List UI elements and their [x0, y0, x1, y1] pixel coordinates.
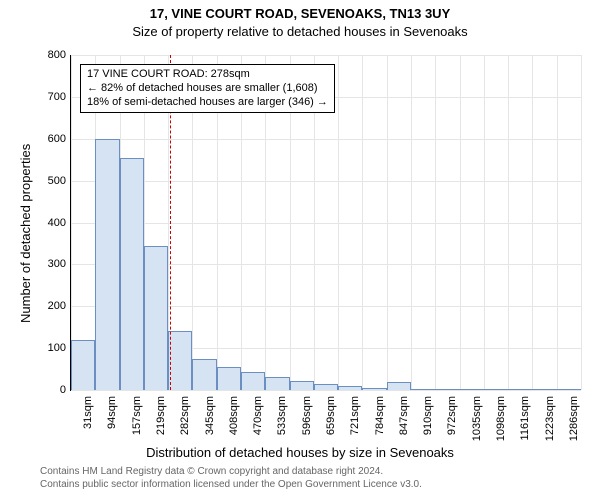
annotation-line-3: 18% of semi-detached houses are larger (… — [87, 96, 328, 110]
gridline-v — [387, 55, 388, 390]
histogram-bar — [338, 386, 362, 390]
footer-line-1: Contains HM Land Registry data © Crown c… — [40, 466, 600, 479]
y-tick-label: 800 — [48, 49, 66, 61]
annotation-line-1: 17 VINE COURT ROAD: 278sqm — [87, 68, 328, 82]
x-tick-label: 533sqm — [276, 396, 288, 446]
x-tick-label: 94sqm — [106, 396, 118, 446]
chart-title-line2: Size of property relative to detached ho… — [0, 24, 600, 39]
gridline-v — [338, 55, 339, 390]
annotation-box: 17 VINE COURT ROAD: 278sqm ← 82% of deta… — [80, 64, 335, 113]
gridline-h — [71, 223, 581, 224]
x-tick-label: 659sqm — [325, 396, 337, 446]
x-tick-label: 1223sqm — [544, 396, 556, 446]
x-tick-label: 1161sqm — [519, 396, 531, 446]
x-tick-label: 847sqm — [398, 396, 410, 446]
x-tick-label: 972sqm — [446, 396, 458, 446]
gridline-v — [581, 55, 582, 390]
x-tick-label: 470sqm — [252, 396, 264, 446]
histogram-bar — [508, 389, 532, 390]
y-tick-label: 300 — [48, 258, 66, 270]
x-tick-label: 784sqm — [374, 396, 386, 446]
histogram-bar — [120, 158, 144, 390]
gridline-v — [435, 55, 436, 390]
histogram-bar — [387, 382, 411, 390]
histogram-bar — [192, 359, 216, 390]
gridline-v — [532, 55, 533, 390]
x-tick-label: 1286sqm — [568, 396, 580, 446]
histogram-bar — [95, 139, 119, 390]
y-tick-label: 100 — [48, 342, 66, 354]
y-tick-label: 500 — [48, 175, 66, 187]
x-tick-label: 282sqm — [179, 396, 191, 446]
y-tick-label: 400 — [48, 217, 66, 229]
x-tick-label: 721sqm — [349, 396, 361, 446]
y-tick-label: 600 — [48, 133, 66, 145]
gridline-h — [71, 181, 581, 182]
gridline-v — [484, 55, 485, 390]
histogram-bar — [241, 372, 265, 390]
histogram-bar — [411, 389, 435, 390]
y-axis-label: Number of detached properties — [18, 143, 33, 322]
histogram-bar — [557, 389, 581, 390]
x-tick-label: 910sqm — [422, 396, 434, 446]
x-tick-label: 1098sqm — [495, 396, 507, 446]
gridline-v — [411, 55, 412, 390]
histogram-bar — [460, 389, 484, 390]
x-tick-label: 345sqm — [204, 396, 216, 446]
x-tick-label: 219sqm — [155, 396, 167, 446]
chart-title-line1: 17, VINE COURT ROAD, SEVENOAKS, TN13 3UY — [0, 6, 600, 21]
gridline-h — [71, 55, 581, 56]
annotation-line-2: ← 82% of detached houses are smaller (1,… — [87, 82, 328, 96]
histogram-bar — [144, 246, 168, 390]
histogram-bar — [168, 331, 192, 390]
histogram-bar — [217, 367, 241, 390]
histogram-bar — [265, 377, 289, 390]
histogram-bar — [362, 388, 386, 390]
x-tick-label: 157sqm — [131, 396, 143, 446]
x-tick-label: 1035sqm — [471, 396, 483, 446]
x-tick-label: 596sqm — [301, 396, 313, 446]
x-axis-label: Distribution of detached houses by size … — [0, 445, 600, 460]
y-tick-label: 700 — [48, 91, 66, 103]
histogram-bar — [290, 381, 314, 390]
gridline-v — [557, 55, 558, 390]
x-tick-label: 31sqm — [82, 396, 94, 446]
x-tick-label: 408sqm — [228, 396, 240, 446]
footer: Contains HM Land Registry data © Crown c… — [40, 466, 600, 491]
histogram-bar — [435, 389, 459, 390]
gridline-v — [362, 55, 363, 390]
gridline-h — [71, 390, 581, 391]
gridline-v — [460, 55, 461, 390]
footer-line-2: Contains public sector information licen… — [40, 479, 600, 492]
y-tick-label: 200 — [48, 300, 66, 312]
histogram-bar — [484, 389, 508, 390]
histogram-bar — [71, 340, 95, 390]
chart-container: 17, VINE COURT ROAD, SEVENOAKS, TN13 3UY… — [0, 0, 600, 500]
y-tick-label: 0 — [60, 384, 66, 396]
gridline-h — [71, 139, 581, 140]
histogram-bar — [532, 389, 556, 390]
histogram-bar — [314, 384, 338, 390]
gridline-v — [508, 55, 509, 390]
